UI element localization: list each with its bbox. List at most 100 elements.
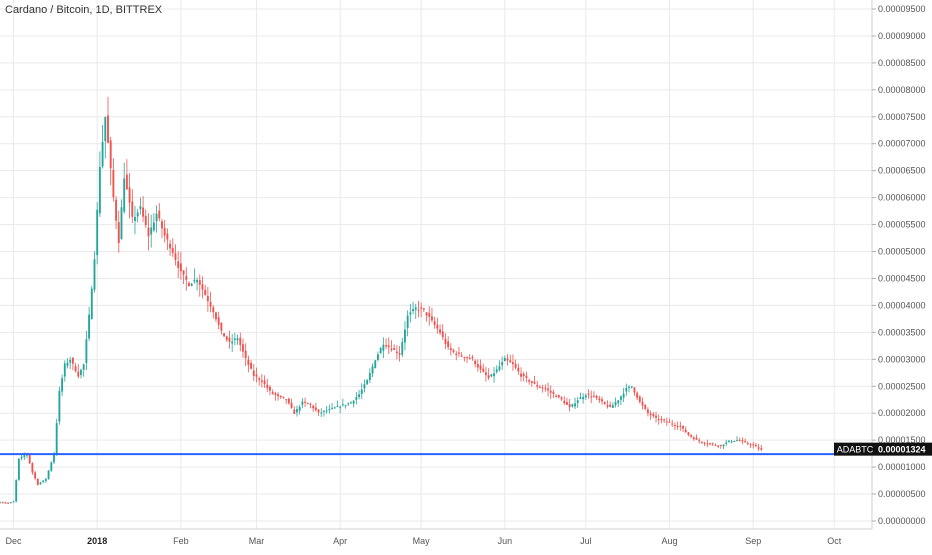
- candle[interactable]: [493, 366, 495, 383]
- candle[interactable]: [93, 251, 96, 293]
- candle[interactable]: [144, 209, 147, 229]
- candle[interactable]: [495, 365, 498, 374]
- candle[interactable]: [687, 431, 690, 437]
- candle[interactable]: [115, 196, 118, 230]
- candle[interactable]: [528, 378, 531, 385]
- candle[interactable]: [309, 402, 312, 409]
- candle[interactable]: [525, 371, 528, 383]
- candle[interactable]: [112, 158, 115, 202]
- candle[interactable]: [190, 282, 193, 287]
- candle[interactable]: [266, 378, 269, 392]
- candle[interactable]: [71, 356, 74, 371]
- candle[interactable]: [58, 386, 61, 425]
- candle[interactable]: [511, 354, 514, 371]
- candle[interactable]: [336, 400, 339, 408]
- candle[interactable]: [571, 403, 574, 408]
- candle[interactable]: [722, 444, 725, 450]
- candle[interactable]: [269, 385, 271, 396]
- candle[interactable]: [622, 387, 625, 403]
- candle[interactable]: [293, 406, 296, 415]
- candle[interactable]: [96, 202, 99, 265]
- candle[interactable]: [714, 443, 717, 446]
- candle[interactable]: [576, 397, 579, 409]
- candle[interactable]: [258, 376, 261, 386]
- candle[interactable]: [441, 324, 444, 340]
- candle[interactable]: [479, 359, 482, 374]
- candle[interactable]: [414, 303, 417, 319]
- candle[interactable]: [711, 442, 714, 446]
- candle[interactable]: [98, 151, 101, 217]
- candle[interactable]: [452, 348, 455, 354]
- candle[interactable]: [385, 338, 388, 350]
- candle[interactable]: [466, 356, 468, 364]
- candle[interactable]: [536, 380, 539, 390]
- candle[interactable]: [304, 397, 307, 408]
- candle[interactable]: [150, 214, 153, 248]
- candle[interactable]: [395, 345, 398, 360]
- candle[interactable]: [61, 374, 64, 397]
- candle[interactable]: [646, 407, 649, 417]
- candle[interactable]: [517, 363, 520, 375]
- candle[interactable]: [614, 397, 617, 408]
- candle[interactable]: [117, 210, 120, 253]
- candle[interactable]: [317, 409, 320, 417]
- candle[interactable]: [0, 501, 1, 504]
- candle[interactable]: [239, 332, 242, 352]
- candle[interactable]: [233, 332, 236, 346]
- candle[interactable]: [422, 307, 425, 313]
- candle[interactable]: [188, 281, 190, 287]
- candle[interactable]: [533, 375, 536, 385]
- candle[interactable]: [63, 360, 66, 382]
- candle[interactable]: [382, 337, 385, 359]
- candle[interactable]: [617, 399, 620, 408]
- candle[interactable]: [255, 367, 258, 383]
- candle[interactable]: [590, 390, 593, 404]
- candle[interactable]: [387, 337, 390, 354]
- candle[interactable]: [582, 393, 585, 404]
- candle[interactable]: [44, 477, 47, 483]
- candle[interactable]: [692, 435, 695, 441]
- candle[interactable]: [139, 197, 142, 215]
- candle[interactable]: [725, 439, 728, 447]
- candle[interactable]: [107, 96, 109, 144]
- candle[interactable]: [331, 403, 334, 410]
- candle[interactable]: [152, 212, 155, 233]
- candle[interactable]: [323, 410, 325, 417]
- candle[interactable]: [287, 397, 290, 405]
- candle[interactable]: [301, 398, 304, 409]
- candle[interactable]: [142, 196, 145, 222]
- candle[interactable]: [522, 371, 525, 382]
- candle[interactable]: [158, 203, 161, 222]
- candle[interactable]: [760, 444, 763, 451]
- candle[interactable]: [420, 302, 423, 318]
- candle[interactable]: [50, 461, 53, 472]
- candle[interactable]: [328, 404, 331, 414]
- candle[interactable]: [738, 437, 741, 442]
- candle[interactable]: [636, 391, 639, 401]
- candle[interactable]: [347, 402, 350, 406]
- candle[interactable]: [333, 406, 336, 409]
- candle[interactable]: [196, 277, 199, 291]
- candle[interactable]: [598, 395, 601, 404]
- candle[interactable]: [69, 356, 72, 369]
- candle[interactable]: [431, 307, 433, 323]
- candle[interactable]: [179, 251, 182, 280]
- candle[interactable]: [749, 442, 752, 449]
- candle[interactable]: [649, 410, 652, 420]
- candle[interactable]: [55, 418, 58, 456]
- candle[interactable]: [350, 401, 352, 404]
- candle[interactable]: [90, 285, 93, 320]
- candle[interactable]: [263, 375, 266, 388]
- candle[interactable]: [7, 502, 10, 504]
- candle[interactable]: [541, 384, 544, 393]
- candle[interactable]: [520, 367, 522, 382]
- candle[interactable]: [471, 354, 474, 361]
- candle[interactable]: [344, 404, 347, 409]
- candle[interactable]: [487, 368, 490, 381]
- candle[interactable]: [733, 440, 736, 443]
- candle[interactable]: [306, 402, 309, 405]
- candle[interactable]: [379, 347, 382, 354]
- candle[interactable]: [463, 356, 466, 362]
- candle[interactable]: [727, 440, 730, 443]
